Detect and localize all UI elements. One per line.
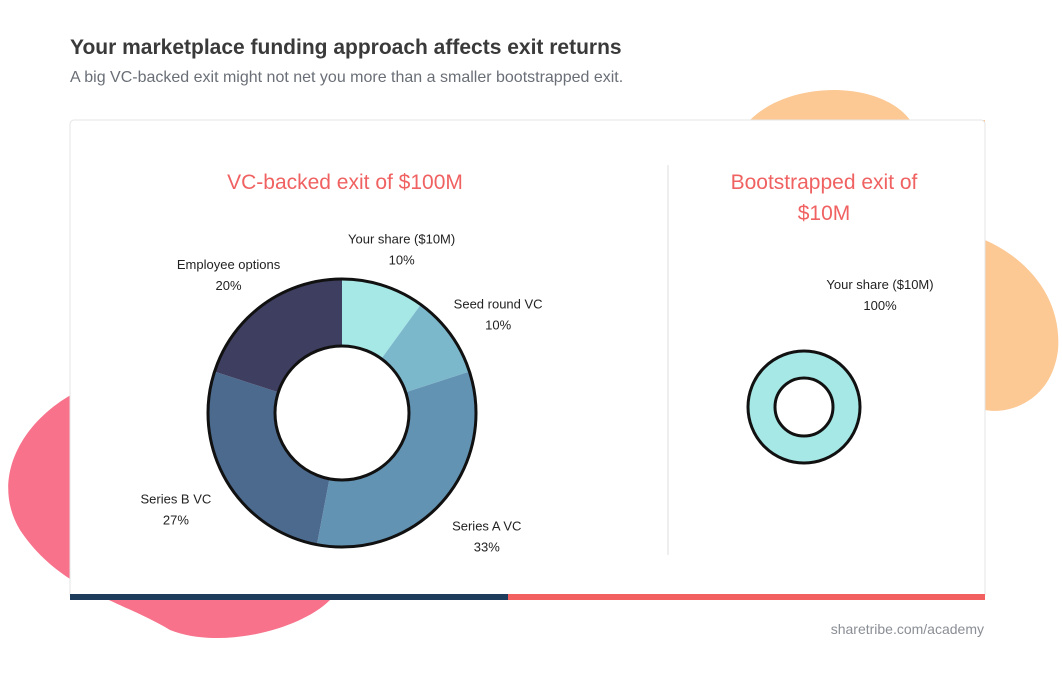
donut-slice [215, 280, 342, 393]
page-title: Your marketplace funding approach affect… [70, 36, 622, 59]
slice-value-label: 10% [389, 253, 415, 268]
donut-outline [746, 349, 862, 465]
donut-hole-outline [773, 376, 835, 438]
donut-slice [749, 352, 859, 462]
chart-title: Bootstrapped exit of $10M [730, 171, 918, 225]
donut-slice [342, 280, 421, 359]
slice-value-label: 33% [474, 540, 500, 555]
slice-label: Series B VC [140, 492, 211, 507]
donut-slice [381, 305, 469, 393]
slice-value-label: 100% [863, 298, 897, 313]
slice-label: Your share ($10M) [826, 277, 933, 292]
slice-label: Series A VC [452, 519, 521, 534]
bottom-bar-right [508, 594, 985, 600]
donut-slice [208, 371, 330, 544]
donut-outline [206, 277, 478, 549]
chart-title: VC-backed exit of $100M [227, 171, 463, 194]
slice-label: Seed round VC [454, 296, 543, 311]
slice-value-label: 10% [485, 317, 511, 332]
source: sharetribe.com/academy [830, 621, 984, 637]
slice-value-label: 20% [216, 278, 242, 293]
donut-hole-outline [273, 344, 411, 482]
page-subtitle: A big VC-backed exit might not net you m… [70, 69, 624, 86]
donut-slice [317, 371, 476, 546]
bottom-bar-left [70, 594, 508, 600]
slice-label: Employee options [177, 257, 281, 272]
slice-label: Your share ($10M) [348, 232, 455, 247]
slice-value-label: 27% [163, 513, 189, 528]
